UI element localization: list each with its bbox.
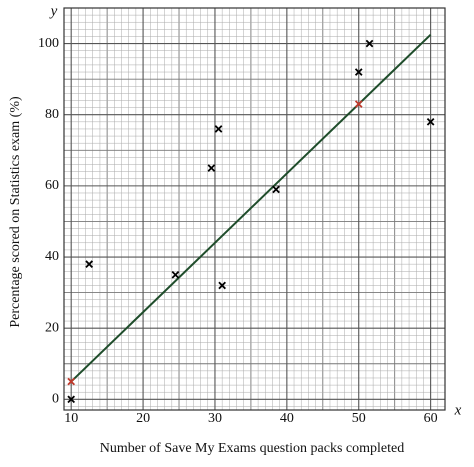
x-tick-label: 40 bbox=[280, 411, 294, 426]
data-point bbox=[67, 395, 76, 404]
x-tick-label: 30 bbox=[208, 411, 222, 426]
data-point bbox=[214, 125, 223, 133]
data-point bbox=[218, 281, 226, 290]
y-tick-label: 40 bbox=[45, 249, 59, 264]
x-tick-label: 50 bbox=[352, 411, 366, 426]
y-tick-label: 100 bbox=[38, 36, 59, 51]
data-point bbox=[85, 260, 93, 268]
x-axis-label: Number of Save My Exams question packs c… bbox=[100, 441, 404, 456]
data-point bbox=[354, 68, 363, 76]
data-point bbox=[365, 39, 374, 48]
cross-stroke bbox=[426, 118, 435, 126]
y-tick-label: 60 bbox=[45, 178, 59, 193]
cross-stroke bbox=[171, 270, 180, 279]
data-point bbox=[354, 100, 363, 108]
y-axis-symbol: y bbox=[49, 3, 58, 19]
cross-stroke bbox=[207, 164, 216, 172]
cross-stroke bbox=[85, 260, 93, 268]
data-point bbox=[207, 164, 216, 172]
best-fit-line bbox=[70, 33, 432, 383]
data-point bbox=[426, 118, 435, 126]
y-tick-label: 80 bbox=[45, 107, 59, 122]
grid bbox=[63, 7, 446, 410]
y-tick-label: 0 bbox=[52, 392, 59, 407]
cross-stroke bbox=[67, 377, 76, 386]
cross-stroke bbox=[272, 185, 280, 194]
cross-stroke bbox=[354, 68, 363, 76]
data-point bbox=[171, 270, 180, 279]
x-tick-label: 20 bbox=[136, 411, 150, 426]
y-tick-label: 20 bbox=[45, 320, 59, 335]
x-axis-symbol: x bbox=[454, 402, 462, 418]
x-tick-label: 60 bbox=[424, 411, 438, 426]
cross-stroke bbox=[67, 395, 76, 404]
cross-stroke bbox=[365, 39, 374, 48]
data-point bbox=[67, 377, 76, 386]
cross-stroke bbox=[214, 125, 223, 133]
cross-stroke bbox=[354, 100, 363, 108]
y-axis-label: Percentage scored on Statistics exam (%) bbox=[8, 96, 23, 328]
plot-border bbox=[63, 7, 446, 411]
cross-stroke bbox=[218, 281, 226, 290]
x-tick-label: 10 bbox=[64, 411, 78, 426]
data-point bbox=[272, 185, 280, 194]
